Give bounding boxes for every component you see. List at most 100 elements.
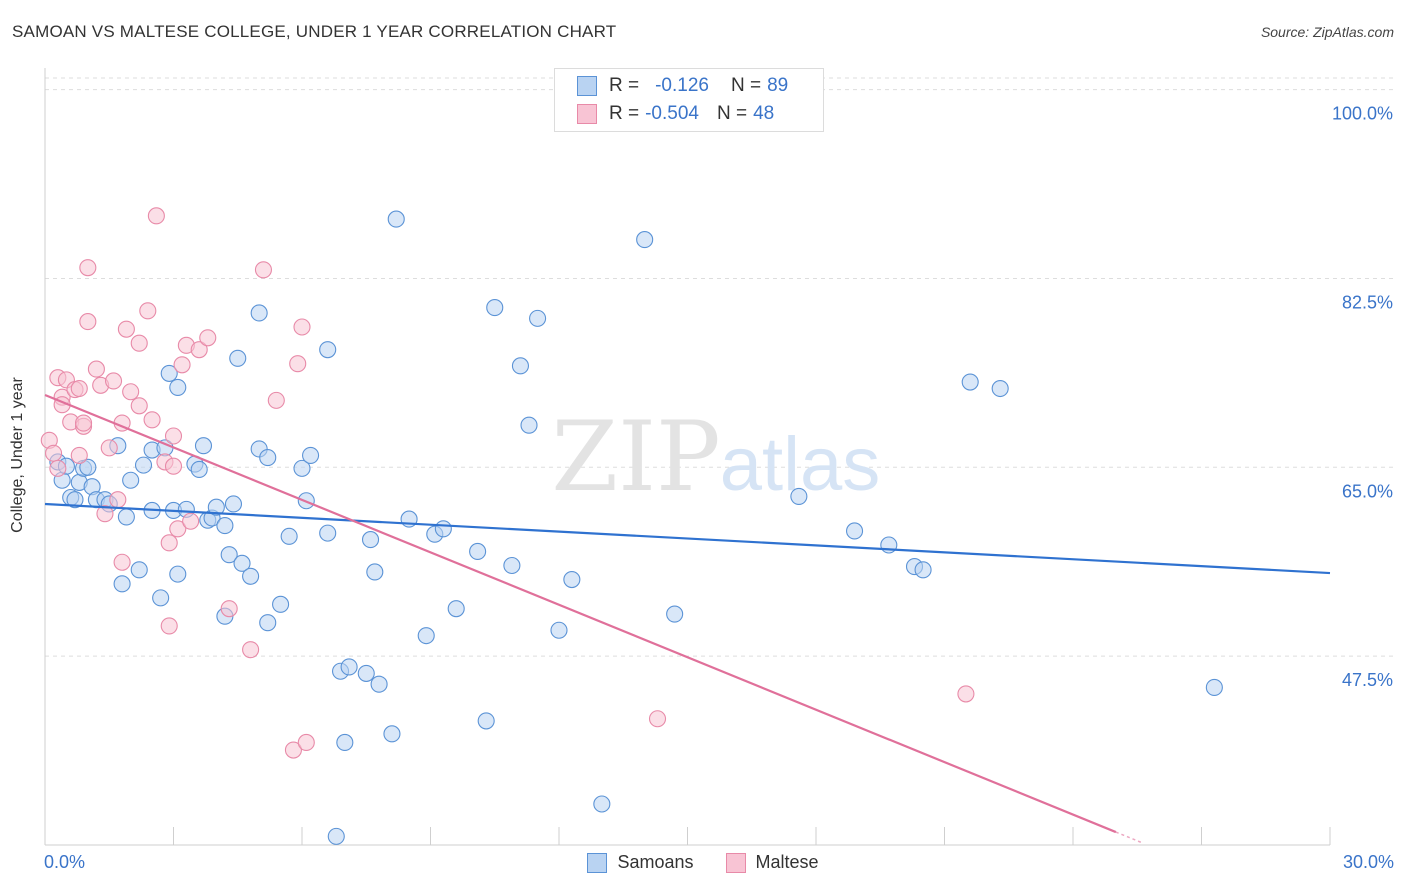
samoans-point bbox=[207, 498, 225, 516]
maltese-point bbox=[160, 617, 178, 635]
legend-row-samoans: R = -0.126 N = 89 bbox=[577, 74, 788, 98]
maltese-point bbox=[182, 512, 200, 530]
maltese-point bbox=[113, 553, 131, 571]
samoans-point bbox=[242, 567, 260, 585]
samoans-point bbox=[319, 341, 337, 359]
maltese-point bbox=[254, 261, 273, 279]
samoans-point bbox=[224, 495, 243, 513]
y-tick-label: 47.5% bbox=[1342, 670, 1393, 690]
maltese-point bbox=[147, 207, 165, 225]
samoans-point bbox=[134, 456, 153, 474]
n-label: N = bbox=[730, 75, 762, 96]
maltese-point bbox=[79, 259, 97, 277]
maltese-point bbox=[267, 391, 285, 409]
samoans-point bbox=[194, 437, 213, 455]
samoans-point bbox=[169, 565, 187, 583]
samoans-point bbox=[1205, 678, 1223, 696]
samoans-point bbox=[486, 299, 504, 317]
maltese-point bbox=[87, 360, 105, 378]
samoans-point bbox=[220, 546, 238, 564]
y-tick-label: 65.0% bbox=[1342, 481, 1393, 501]
n-label: N = bbox=[716, 103, 748, 124]
samoans-point bbox=[357, 664, 375, 682]
samoans-point bbox=[66, 491, 84, 509]
correlation-legend: R = -0.126 N = 89 R = -0.504 N = 48 bbox=[554, 68, 824, 132]
y-tick-labels: 100.0% 82.5% 65.0% 47.5% bbox=[1332, 104, 1393, 691]
axes bbox=[44, 68, 1331, 846]
watermark: ZIP atlas bbox=[551, 401, 880, 513]
maltese-point bbox=[169, 520, 187, 538]
maltese-point bbox=[109, 491, 127, 509]
samoans-point bbox=[113, 575, 131, 593]
samoans-point bbox=[319, 524, 337, 542]
legend-label-samoans: Samoans bbox=[617, 852, 694, 872]
maltese-point bbox=[289, 355, 307, 373]
samoans-point bbox=[387, 210, 405, 228]
source-credit: Source: ZipAtlas.com bbox=[1260, 24, 1394, 40]
samoans-point bbox=[845, 522, 864, 540]
samoans-point bbox=[130, 561, 148, 579]
maltese-point bbox=[104, 372, 123, 390]
samoans-point bbox=[233, 554, 251, 572]
samoans-point bbox=[961, 373, 979, 391]
maltese-point bbox=[45, 444, 63, 462]
samoans-point bbox=[327, 827, 345, 845]
maltese-point bbox=[164, 457, 183, 475]
samoans-point bbox=[503, 556, 521, 575]
samoans-swatch bbox=[587, 852, 608, 873]
samoans-point bbox=[336, 733, 354, 752]
maltese-point bbox=[164, 427, 183, 445]
samoans-point bbox=[259, 449, 277, 467]
maltese-point bbox=[139, 302, 157, 320]
maltese-trend-line bbox=[44, 393, 1117, 834]
samoans-point bbox=[550, 621, 568, 639]
samoans-point bbox=[340, 658, 358, 676]
samoans-point bbox=[272, 595, 290, 613]
maltese-point bbox=[117, 320, 135, 338]
data-points bbox=[40, 207, 1223, 845]
y-tick-label: 100.0% bbox=[1332, 104, 1393, 124]
samoans-point bbox=[259, 614, 277, 632]
samoans-point bbox=[383, 725, 401, 743]
maltese-point bbox=[293, 318, 311, 336]
maltese-point bbox=[648, 710, 667, 728]
legend-item-maltese[interactable]: Maltese bbox=[725, 852, 819, 873]
legend-item-samoans[interactable]: Samoans bbox=[587, 852, 694, 873]
x-tick-label-max: 30.0% bbox=[1342, 852, 1394, 872]
samoans-point bbox=[370, 675, 388, 693]
maltese-point bbox=[70, 446, 88, 464]
maltese-point bbox=[173, 356, 191, 374]
legend-label-maltese: Maltese bbox=[755, 852, 819, 872]
y-tick-label: 82.5% bbox=[1342, 292, 1393, 312]
maltese-point bbox=[199, 329, 217, 347]
maltese-point bbox=[122, 383, 140, 401]
samoans-point bbox=[190, 460, 208, 479]
r-value: -0.126 bbox=[655, 75, 709, 96]
samoans-point bbox=[293, 459, 311, 477]
trend-lines bbox=[44, 393, 1331, 844]
y-axis-label: College, Under 1 year bbox=[9, 377, 26, 533]
samoans-point bbox=[160, 364, 178, 382]
x-tick-label-min: 0.0% bbox=[44, 852, 86, 872]
samoans-point bbox=[229, 349, 247, 367]
samoans-point bbox=[636, 231, 654, 249]
maltese-point bbox=[96, 505, 114, 523]
maltese-point bbox=[130, 334, 148, 352]
samoans-point bbox=[216, 517, 234, 535]
samoans-point bbox=[79, 458, 97, 476]
samoans-point bbox=[593, 795, 611, 813]
samoans-point bbox=[117, 508, 135, 526]
maltese-point bbox=[297, 733, 315, 752]
samoans-point bbox=[666, 605, 684, 623]
samoans-point bbox=[250, 304, 268, 322]
samoans-point bbox=[529, 309, 547, 327]
maltese-trend-extension bbox=[1115, 831, 1142, 844]
maltese-swatch bbox=[577, 104, 597, 124]
samoans-point bbox=[477, 712, 495, 730]
maltese-point bbox=[130, 397, 148, 415]
series-legend: Samoans Maltese bbox=[0, 852, 1406, 873]
samoans-point bbox=[914, 561, 932, 579]
chart-title: SAMOAN VS MALTESE COLLEGE, UNDER 1 YEAR … bbox=[12, 22, 617, 41]
legend-row-maltese: R = -0.504 N = 48 bbox=[577, 102, 774, 126]
